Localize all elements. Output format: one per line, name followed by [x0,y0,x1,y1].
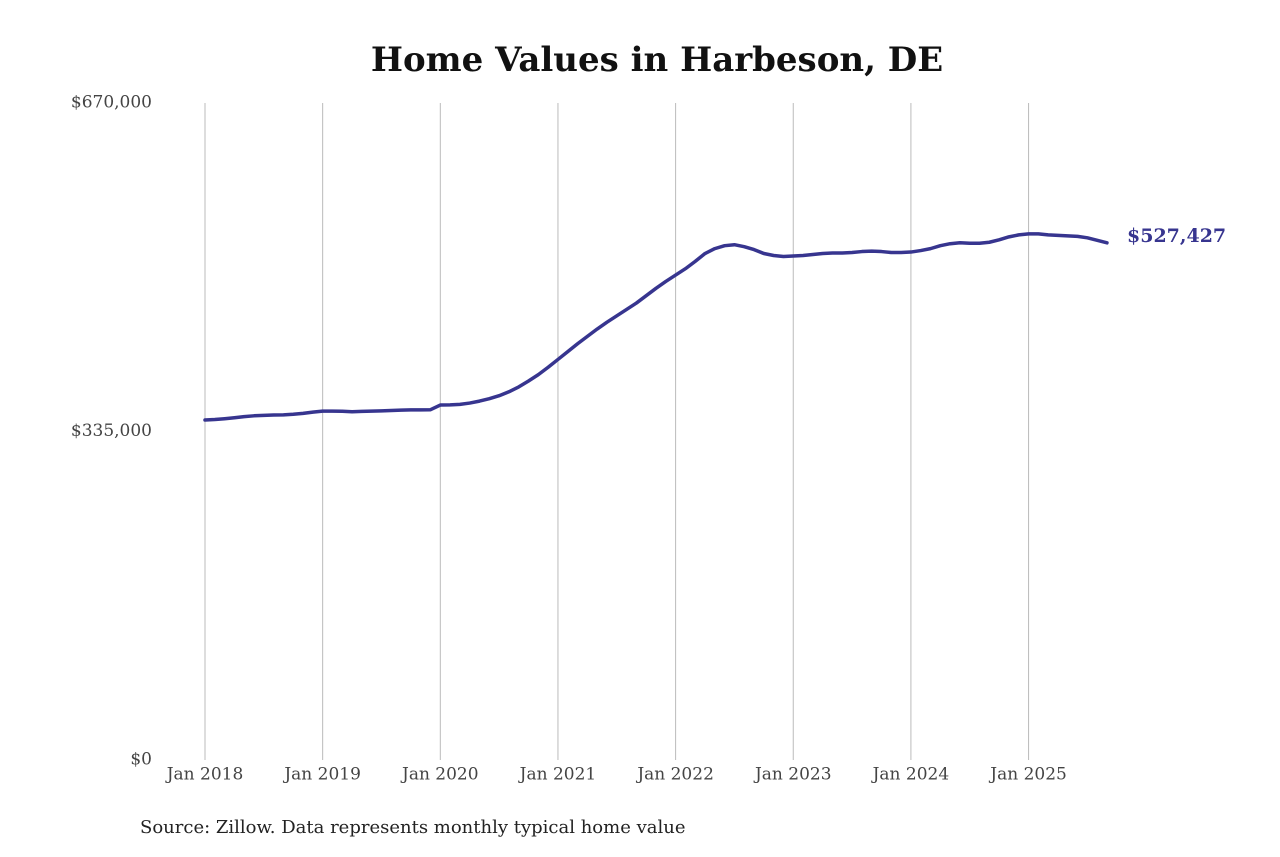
x-tick-label: Jan 2022 [635,765,714,785]
x-tick-label: Jan 2023 [753,765,832,785]
series-line [203,232,1109,422]
source-note: Source: Zillow. Data represents monthly … [140,817,686,838]
x-tick-label: Jan 2021 [518,765,597,785]
value-label: $527,427 [1127,225,1226,247]
x-tick-label: Jan 2019 [282,765,361,785]
y-tick-label: $0 [130,750,152,770]
x-tick-label: Jan 2018 [165,765,244,785]
y-tick-label: $335,000 [71,421,152,441]
x-tick-label: Jan 2020 [400,765,479,785]
y-tick-label: $670,000 [71,93,152,113]
x-tick-label: Jan 2024 [871,765,950,785]
chart-title: Home Values in Harbeson, DE [371,40,943,80]
x-tick-label: Jan 2025 [988,765,1067,785]
